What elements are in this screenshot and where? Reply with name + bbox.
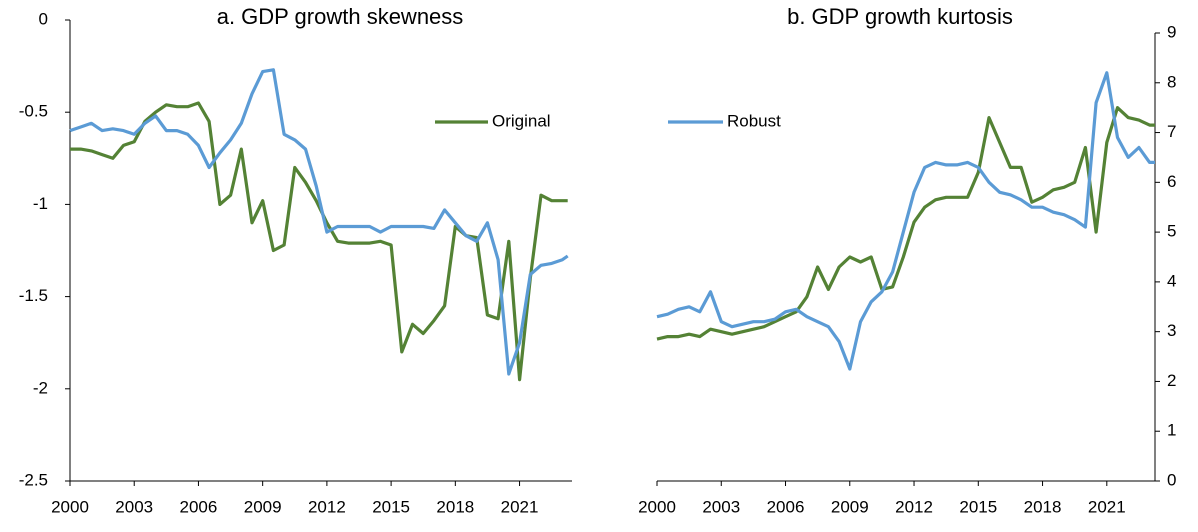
y-tick-label: 0: [39, 9, 48, 28]
x-tick-label: 2018: [436, 497, 474, 516]
y-tick-label: 8: [1167, 72, 1176, 91]
y-tick-label: -1: [33, 194, 48, 213]
x-tick-label: 2021: [501, 497, 539, 516]
x-tick-label: 2012: [308, 497, 346, 516]
series-line: Robust: [69, 68, 569, 376]
x-tick-label: 2009: [244, 497, 282, 516]
x-tick-label: 2000: [638, 497, 676, 516]
y-tick-label: 6: [1167, 172, 1176, 191]
y-tick-label: -2.5: [19, 470, 48, 489]
y-tick-label: 9: [1167, 22, 1176, 41]
x-tick-label: 2006: [767, 497, 805, 516]
x-tick-label: 2006: [180, 497, 218, 516]
y-tick-label: 3: [1167, 321, 1176, 340]
chart-title: b. GDP growth kurtosis: [787, 4, 1013, 29]
y-tick-label: 5: [1167, 222, 1176, 241]
x-tick-label: 2003: [702, 497, 740, 516]
x-tick-label: 2009: [831, 497, 869, 516]
y-tick-label: 2: [1167, 371, 1176, 390]
y-tick-label: 4: [1167, 271, 1176, 290]
x-tick-label: 2021: [1088, 497, 1126, 516]
y-tick-label: 0: [1167, 470, 1176, 489]
y-tick-label: -1.5: [19, 286, 48, 305]
x-tick-label: 2015: [372, 497, 410, 516]
legend-label: Original: [492, 111, 551, 130]
series-line: Original: [656, 106, 1155, 341]
x-tick-label: 2000: [51, 497, 89, 516]
legend-label: Robust: [727, 111, 781, 130]
y-tick-label: -2: [33, 378, 48, 397]
y-tick-label: 7: [1167, 122, 1176, 141]
x-tick-label: 2012: [895, 497, 933, 516]
y-tick-label: 1: [1167, 421, 1176, 440]
y-tick-label: -0.5: [19, 102, 48, 121]
x-tick-label: 2003: [115, 497, 153, 516]
x-tick-label: 2015: [959, 497, 997, 516]
chart-title: a. GDP growth skewness: [217, 4, 464, 29]
series-line: Robust: [656, 71, 1155, 371]
x-tick-label: 2018: [1024, 497, 1062, 516]
